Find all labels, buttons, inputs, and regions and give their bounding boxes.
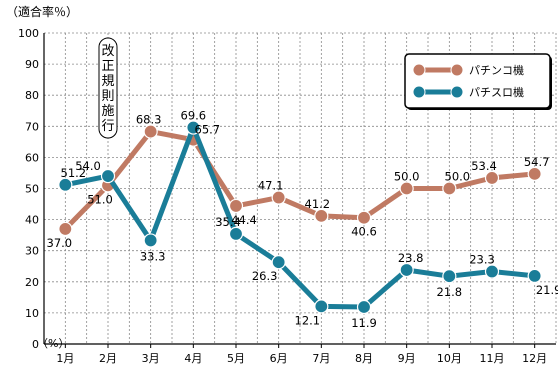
legend-marker [412, 85, 426, 99]
legend-entry-label: パチスロ機 [469, 85, 524, 99]
x-tick-label: 2月 [99, 352, 117, 365]
data-point [356, 299, 372, 315]
data-point [100, 168, 116, 184]
axes [43, 33, 556, 348]
data-label: 11.9 [351, 316, 377, 330]
legend-marker [412, 63, 426, 77]
series-line-0 [63, 129, 535, 231]
data-point [228, 226, 244, 242]
data-point [399, 181, 414, 196]
x-tick-label: 12月 [522, 352, 547, 365]
data-point [527, 166, 542, 181]
data-label: 50.0 [394, 170, 420, 184]
y-tick-label: 50 [25, 183, 39, 196]
y-tick-label: 30 [25, 245, 39, 258]
x-tick-label: 1月 [56, 352, 74, 365]
y-tick-label: 90 [25, 58, 39, 71]
y-axis-label: （適合率％） [6, 4, 78, 19]
x-tick-label: 3月 [142, 352, 160, 365]
y-tick-label: 0 [32, 338, 39, 351]
x-tick-label: 6月 [270, 352, 288, 365]
annotation-frame [98, 37, 118, 139]
data-label: 54.7 [524, 155, 550, 169]
y-tick-label: 60 [25, 151, 39, 164]
data-label: 51.2 [61, 166, 87, 180]
data-label: 41.2 [305, 197, 331, 211]
data-label: 47.1 [258, 179, 284, 193]
data-point [442, 181, 457, 196]
data-label: 21.8 [437, 285, 463, 299]
x-tick-label: 9月 [398, 352, 416, 365]
data-label: 65.7 [195, 123, 221, 137]
data-label: 12.1 [295, 313, 321, 327]
data-point [143, 233, 158, 248]
y-tick-label: 70 [25, 120, 39, 133]
data-label: 40.6 [351, 225, 377, 239]
y-tick-label: 20 [25, 276, 39, 289]
data-point [271, 190, 286, 205]
data-point [527, 268, 542, 283]
data-label: 53.4 [471, 159, 497, 173]
data-point [314, 299, 329, 314]
data-label: 33.3 [140, 249, 166, 263]
data-label: 37.0 [47, 236, 73, 250]
data-label: 68.3 [136, 113, 162, 127]
y-tick-label: 100 [18, 27, 39, 40]
data-label: 26.3 [252, 269, 278, 283]
data-label: 23.8 [398, 251, 424, 265]
x-tick-label: 4月 [184, 352, 202, 365]
data-point [314, 208, 329, 223]
x-tick-label: 10月 [437, 352, 462, 365]
data-label: 21.9 [536, 283, 558, 297]
legend-marker [450, 63, 464, 77]
data-point [356, 210, 372, 225]
x-tick-label: 8月 [355, 352, 373, 365]
y-unit-small: （%） [37, 337, 69, 350]
x-tick-label: 7月 [312, 352, 330, 365]
data-label: 51.0 [87, 192, 113, 206]
y-tick-label: 10 [25, 307, 39, 320]
y-tick-label: 40 [25, 214, 39, 227]
data-point [399, 262, 414, 278]
y-tick-label: 80 [25, 89, 39, 102]
legend-marker [450, 85, 464, 99]
data-label: 44.4 [231, 213, 257, 227]
data-point [186, 120, 201, 135]
data-point [58, 177, 73, 192]
data-label: 54.0 [75, 159, 101, 173]
data-label: 23.3 [469, 253, 495, 267]
x-tick-labels: 1月 2月 3月 4月 5月 6月 7月 8月 9月 10月 11月 12月 [56, 352, 547, 365]
data-point [484, 264, 500, 279]
data-label: 35.4 [215, 215, 241, 229]
legend-entry-label: パチンコ機 [469, 63, 524, 77]
legend-frame [404, 53, 551, 109]
data-labels: 37.0 51.0 68.3 65.7 44.4 47.1 41.2 40.6 50.0 50.0… [47, 109, 558, 330]
data-point [271, 255, 286, 270]
data-point [58, 221, 73, 237]
annotation-box: 改正規則施行 [98, 37, 118, 139]
annotation-text: 改正規則施行 [101, 44, 114, 134]
data-label: 50.0 [445, 170, 471, 184]
data-label: 69.6 [181, 109, 207, 123]
x-tick-label: 11月 [480, 352, 505, 365]
data-point [143, 124, 158, 139]
data-point [484, 170, 500, 186]
series-layer [58, 120, 542, 315]
x-tick-label: 5月 [227, 352, 245, 365]
data-point [228, 198, 244, 214]
y-tick-labels: 0 10 20 30 40 50 60 70 80 90 100 [18, 27, 39, 351]
data-point [442, 269, 457, 284]
series-line-1 [64, 125, 535, 310]
